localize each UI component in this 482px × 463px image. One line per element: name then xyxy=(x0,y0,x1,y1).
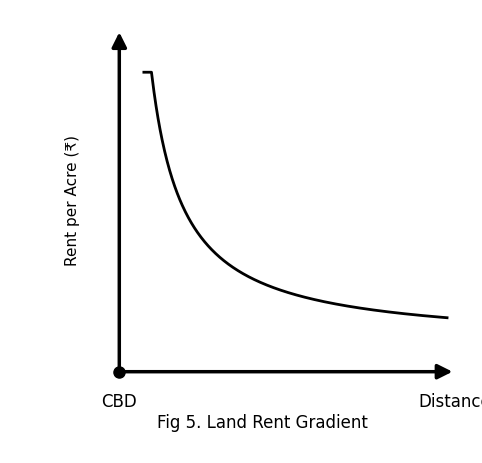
Text: Distance: Distance xyxy=(419,393,482,411)
Text: Fig 5. Land Rent Gradient: Fig 5. Land Rent Gradient xyxy=(157,414,368,432)
Text: CBD: CBD xyxy=(101,393,137,411)
Text: Rent per Acre (₹): Rent per Acre (₹) xyxy=(65,135,80,266)
